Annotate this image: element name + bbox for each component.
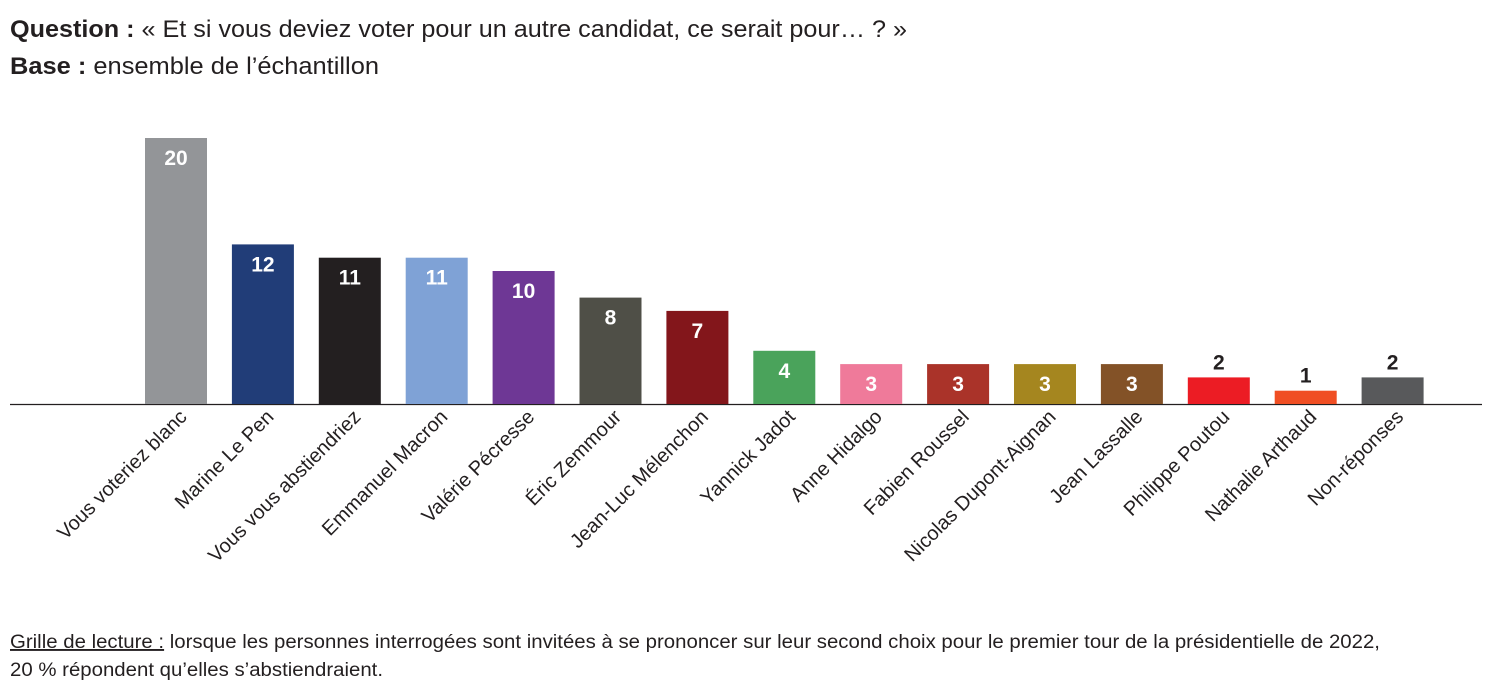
bar <box>666 310 729 404</box>
value-label: 3 <box>1126 373 1138 396</box>
bar <box>840 364 903 404</box>
value-label: 2 <box>1387 351 1399 374</box>
bar <box>1361 377 1424 404</box>
bar <box>1274 390 1337 404</box>
value-label: 7 <box>692 320 704 343</box>
bar <box>1014 364 1076 404</box>
question: « Et si vous deviez voter pour un autre … <box>141 16 907 43</box>
bar <box>145 138 207 404</box>
base-line: Base : ensemble de l’échantillon <box>10 53 379 80</box>
value-label: 4 <box>778 360 790 383</box>
value-label: 20 <box>164 147 187 170</box>
value-label: 11 <box>339 267 362 290</box>
note-text: lorsque les personnes interrogées sont i… <box>170 632 1380 653</box>
value-label: 2 <box>1213 351 1225 374</box>
value-label: 3 <box>1039 373 1051 396</box>
note-text: 20 % répondent qu’elles s’abstiendraient… <box>10 660 383 681</box>
x-tick-label: Vous vous abstiendriez <box>204 406 365 567</box>
bar <box>753 350 816 404</box>
bar <box>579 297 642 404</box>
value-label: 3 <box>952 373 964 396</box>
value-label: 11 <box>426 267 449 290</box>
value-label: 1 <box>1300 365 1312 388</box>
question-line: Question : « Et si vous deviez voter pou… <box>10 16 907 43</box>
bar <box>318 257 381 404</box>
bar <box>1100 364 1163 404</box>
value-label: 8 <box>605 307 617 330</box>
bar <box>927 364 990 404</box>
value-label: 12 <box>251 253 274 276</box>
note-line: Grille de lecture : lorsque les personne… <box>10 632 1380 653</box>
note-label: Grille de lecture : <box>10 632 164 653</box>
bar <box>1187 377 1250 404</box>
bar <box>405 257 468 404</box>
base-label: Base : <box>10 53 86 80</box>
x-tick-label: Vous voteriez blanc <box>53 406 191 544</box>
value-label: 10 <box>512 280 535 303</box>
value-label: 3 <box>865 373 877 396</box>
bar <box>231 244 294 404</box>
base: ensemble de l’échantillon <box>93 53 379 80</box>
x-tick-label: Nicolas Dupont-Aignan <box>900 406 1060 566</box>
question-label: Question : <box>10 16 134 43</box>
bar <box>492 271 555 404</box>
